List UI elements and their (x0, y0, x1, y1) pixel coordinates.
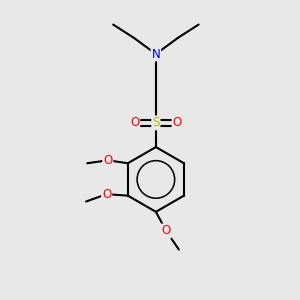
Text: S: S (152, 116, 160, 129)
Text: O: O (103, 154, 112, 167)
Text: O: O (102, 188, 111, 201)
Text: N: N (152, 47, 160, 61)
Text: O: O (172, 116, 182, 129)
Text: O: O (162, 224, 171, 238)
Text: O: O (130, 116, 139, 129)
